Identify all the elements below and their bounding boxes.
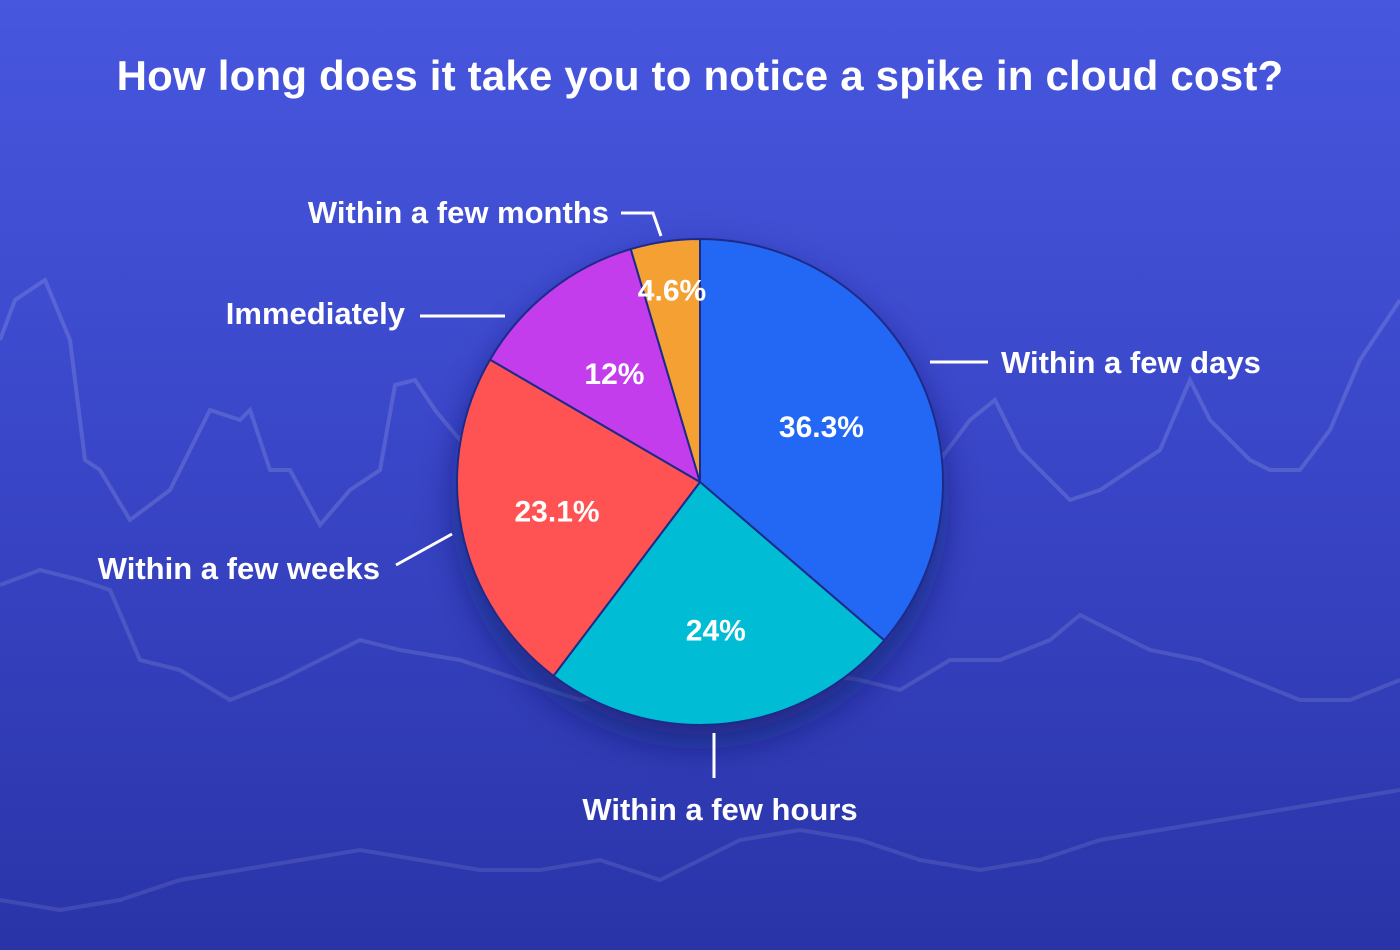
leader-line-within-a-few-months	[621, 211, 663, 237]
slice-value-label-within-a-few-hours: 24%	[686, 614, 746, 647]
slice-value-label-within-a-few-months: 4.6%	[638, 275, 706, 308]
pie-slice-within-a-few-hours	[552, 481, 886, 726]
slice-value-label-within-a-few-days: 36.3%	[779, 411, 864, 444]
slice-value-label-immediately: 12%	[584, 358, 644, 391]
category-label-within-a-few-weeks: Within a few weeks	[98, 551, 380, 586]
pie-slices	[456, 238, 944, 726]
pie-slice-within-a-few-days	[699, 238, 944, 642]
pie-slice-within-a-few-weeks	[456, 358, 701, 677]
category-label-immediately: Immediately	[226, 296, 406, 331]
category-labels: Within a few days Within a few hours Wit…	[98, 195, 1261, 827]
background-line-lower	[0, 788, 1400, 913]
slice-value-labels: 36.3% 24% 23.1% 12% 4.6%	[515, 275, 864, 648]
category-label-within-a-few-months: Within a few months	[308, 195, 609, 230]
category-label-within-a-few-days: Within a few days	[1001, 345, 1261, 380]
slice-value-label-within-a-few-weeks: 23.1%	[515, 496, 600, 529]
pie-slice-within-a-few-months	[629, 238, 701, 483]
leader-line-within-a-few-weeks	[395, 532, 453, 567]
chart-title: How long does it take you to notice a sp…	[116, 52, 1284, 99]
category-label-within-a-few-hours: Within a few hours	[582, 792, 857, 827]
